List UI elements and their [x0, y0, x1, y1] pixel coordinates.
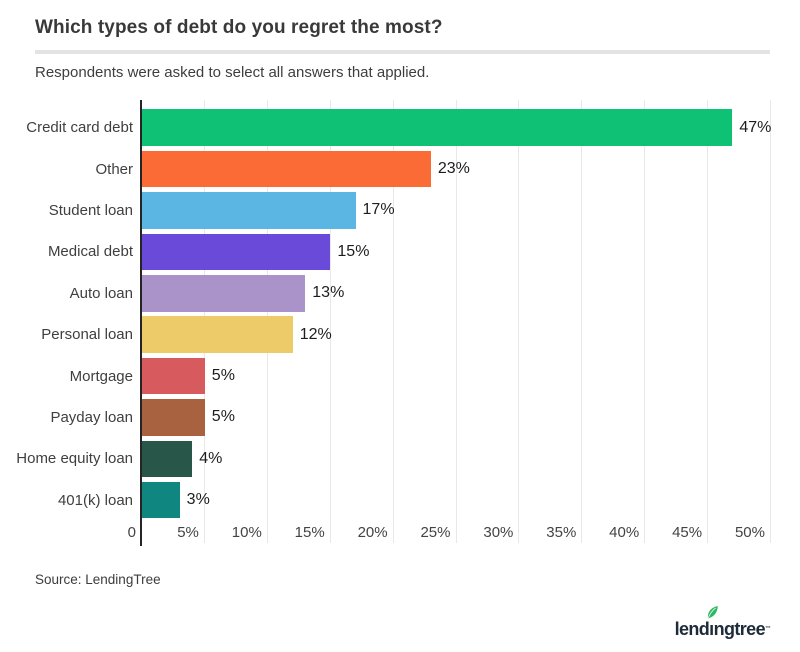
bar-track: 13%	[142, 275, 770, 312]
x-tick-label: 50%	[734, 524, 765, 541]
category-label: Credit card debt	[26, 119, 133, 137]
x-tick-label: 45%	[672, 524, 703, 541]
bar-track: 12%	[142, 316, 770, 353]
source-note: Source: LendingTree	[35, 572, 161, 587]
bar-other[interactable]	[142, 150, 431, 188]
bar-row: 401(k) loan 3%	[0, 480, 770, 521]
bar-track: 5%	[142, 357, 770, 395]
gridline	[329, 100, 331, 543]
value-label: 47%	[739, 118, 772, 136]
bar-track: 4%	[142, 440, 770, 478]
category-label: Home equity loan	[16, 450, 133, 468]
bar-payday-loan[interactable]	[142, 399, 205, 436]
gridline	[455, 100, 457, 543]
category-label: 401(k) loan	[57, 491, 133, 509]
x-tick-label: 0	[127, 524, 136, 541]
x-tick-label: 35%	[546, 524, 577, 541]
logo-text-part: ngtree	[713, 619, 766, 639]
x-tick-label: 5%	[177, 524, 199, 541]
page-title: Which types of debt do you regret the mo…	[35, 17, 443, 38]
x-tick-label: 15%	[294, 524, 325, 541]
x-tick-label: 40%	[609, 524, 640, 541]
lendingtree-logo-text: lendıngtree™	[674, 606, 771, 642]
x-axis-tick-labels: 0 5% 10% 15% 20% 25% 30% 35% 40% 45% 50%	[128, 521, 770, 545]
value-label: 5%	[211, 408, 235, 426]
x-tick-label: 20%	[357, 524, 388, 541]
value-label: 17%	[362, 201, 395, 219]
value-label: 12%	[299, 325, 332, 343]
logo-text-part: lend	[674, 619, 710, 639]
bar-track: 15%	[142, 233, 770, 271]
gridline	[581, 100, 583, 543]
title-divider	[35, 50, 770, 54]
bar-track: 17%	[142, 192, 770, 229]
gridline	[392, 100, 394, 543]
y-axis-line	[140, 100, 142, 546]
bar-track: 23%	[142, 150, 770, 188]
bar-row: Payday loan 5%	[0, 397, 770, 438]
value-label: 5%	[211, 367, 235, 385]
bar-row: Mortgage 5%	[0, 355, 770, 396]
category-label: Auto loan	[69, 284, 133, 302]
lendingtree-logo: lendıngtree™	[674, 606, 771, 642]
bar-401-k-loan[interactable]	[142, 481, 180, 519]
value-label: 4%	[199, 449, 223, 467]
bar-rows: Credit card debt 47% Other 23% Student loan 1…	[0, 107, 772, 521]
value-label: 3%	[186, 491, 210, 509]
category-label: Student loan	[48, 201, 133, 219]
category-label: Personal loan	[41, 326, 133, 344]
bar-track: 3%	[142, 481, 770, 519]
gridline	[644, 100, 646, 543]
x-tick-label: 10%	[231, 524, 262, 541]
chart-subtitle: Respondents were asked to select all ans…	[35, 64, 430, 81]
trademark-mark: ™	[765, 626, 771, 632]
bar-row: Other 23%	[0, 148, 770, 189]
category-label: Medical debt	[47, 243, 133, 261]
bar-row: Home equity loan 4%	[0, 438, 770, 479]
bar-track: 5%	[142, 399, 770, 436]
category-label: Payday loan	[50, 408, 133, 426]
bar-student-loan[interactable]	[142, 192, 356, 229]
x-tick-label: 25%	[420, 524, 451, 541]
gridline	[770, 100, 771, 543]
bar-row: Auto loan 13%	[0, 273, 770, 314]
bar-mortgage[interactable]	[142, 357, 205, 395]
bar-auto-loan[interactable]	[142, 275, 306, 312]
bar-row: Student loan 17%	[0, 190, 770, 231]
value-label: 23%	[437, 160, 470, 178]
category-label: Other	[95, 160, 133, 178]
gridline	[707, 100, 709, 543]
value-label: 15%	[337, 242, 370, 260]
bar-track: 47%	[142, 109, 772, 146]
x-tick-label: 30%	[483, 524, 514, 541]
bar-home-equity-loan[interactable]	[142, 440, 193, 478]
bar-credit-card-debt[interactable]	[142, 109, 733, 146]
bar-row: Personal loan 12%	[0, 314, 770, 355]
bar-personal-loan[interactable]	[142, 316, 293, 353]
bar-row: Credit card debt 47%	[0, 107, 772, 148]
logo-dotless-i: ı	[709, 619, 714, 639]
category-label: Mortgage	[69, 367, 133, 385]
gridline	[518, 100, 520, 543]
bar-medical-debt[interactable]	[142, 233, 331, 271]
bar-row: Medical debt 15%	[0, 231, 770, 272]
debt-regret-bar-chart: Credit card debt 47% Other 23% Student loan 1…	[0, 100, 800, 546]
leaf-icon	[707, 606, 718, 619]
value-label: 13%	[312, 284, 345, 302]
